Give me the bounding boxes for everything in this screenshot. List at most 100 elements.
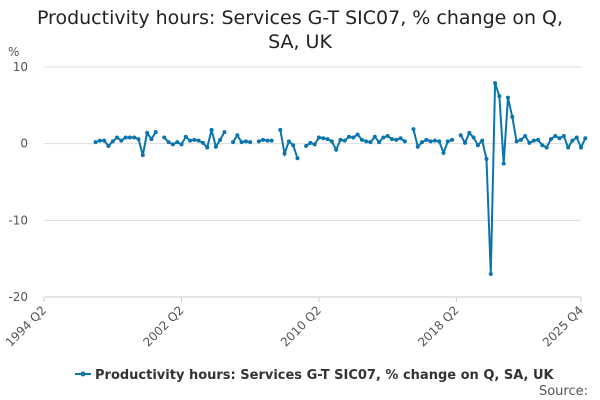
point (359, 137, 364, 142)
point (368, 140, 373, 145)
point (531, 138, 536, 143)
y-tick-label: 10 (13, 60, 28, 74)
point (282, 151, 287, 156)
series-line (258, 138, 272, 143)
point (205, 145, 210, 150)
point (213, 144, 218, 149)
point (570, 138, 575, 143)
point (450, 137, 455, 142)
y-tick-label: -20 (8, 290, 28, 304)
point (372, 134, 377, 139)
point (347, 134, 352, 139)
point (127, 135, 132, 140)
y-tick-label: -10 (8, 213, 28, 227)
point (102, 138, 107, 143)
point (149, 137, 154, 142)
point (544, 145, 549, 150)
point (527, 140, 532, 145)
point (188, 138, 193, 143)
point (385, 134, 390, 138)
point (480, 138, 485, 143)
legend-label: Productivity hours: Services G-T SIC07, … (95, 368, 555, 383)
point (355, 132, 360, 137)
point (170, 142, 175, 147)
point (196, 138, 201, 143)
point (175, 140, 180, 145)
point (200, 140, 205, 145)
point (583, 136, 588, 141)
point (235, 133, 240, 138)
point (145, 130, 150, 135)
point (136, 137, 141, 142)
point (505, 95, 510, 100)
point (338, 137, 343, 142)
point (325, 137, 330, 142)
y-unit-label: % (8, 45, 19, 59)
point (115, 135, 120, 140)
point (437, 139, 442, 144)
point (342, 138, 347, 143)
point (97, 138, 102, 143)
point (475, 143, 480, 148)
point (261, 137, 266, 142)
point (579, 145, 583, 150)
point (248, 140, 253, 145)
x-tick-label: 2002 Q2 (140, 303, 186, 349)
point (411, 127, 416, 132)
x-tick-label: 2018 Q2 (415, 303, 461, 349)
point (432, 138, 437, 143)
point (278, 127, 283, 132)
point (231, 140, 236, 145)
point (488, 272, 493, 276)
point (218, 137, 223, 142)
point (106, 143, 111, 148)
point (398, 136, 403, 141)
point (420, 140, 425, 145)
point (574, 135, 579, 140)
point (256, 139, 261, 144)
point (183, 134, 188, 139)
point (312, 142, 317, 147)
point (192, 137, 197, 142)
point (304, 143, 309, 148)
point (445, 139, 450, 144)
point (243, 139, 248, 144)
legend-marker (80, 371, 86, 377)
point (308, 140, 313, 145)
series-line (305, 133, 406, 153)
point (463, 140, 468, 145)
point (316, 135, 321, 140)
point (334, 147, 339, 152)
point (514, 139, 519, 144)
y-tick-label: 0 (20, 137, 28, 151)
point (377, 140, 382, 145)
point (394, 137, 399, 142)
point (166, 140, 171, 145)
point (381, 135, 386, 140)
point (428, 139, 433, 144)
point (364, 139, 369, 144)
point (441, 150, 446, 155)
series-line (412, 128, 453, 156)
point (510, 114, 515, 119)
point (140, 153, 145, 158)
x-tick-label: 1994 Q2 (3, 303, 49, 349)
point (484, 157, 489, 161)
point (389, 137, 394, 142)
point (132, 135, 137, 140)
point (209, 127, 214, 132)
point (471, 135, 476, 140)
point (497, 94, 502, 99)
point (523, 134, 528, 138)
point (93, 140, 98, 145)
x-tick-label: 2010 Q2 (278, 303, 324, 349)
point (329, 139, 334, 144)
point (415, 144, 420, 149)
series-line (459, 82, 587, 275)
point (162, 135, 167, 140)
x-tick-label: 2025 Q4 (540, 303, 586, 349)
point (561, 134, 566, 138)
point (153, 130, 158, 135)
point (295, 156, 300, 161)
